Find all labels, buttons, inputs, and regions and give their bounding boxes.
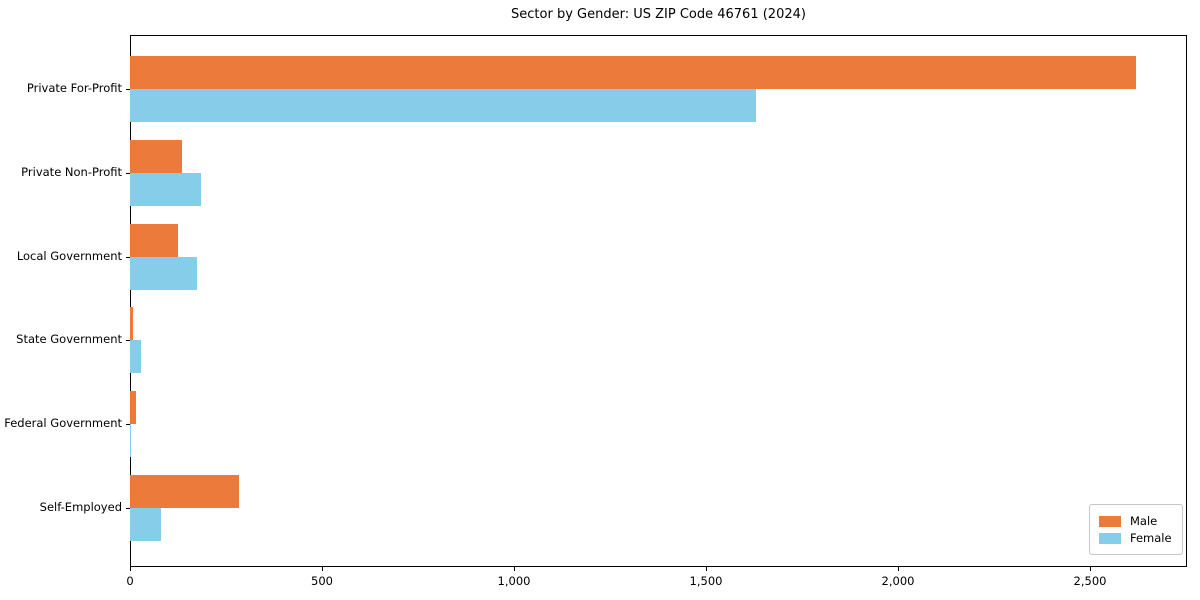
x-tick-mark: [322, 567, 323, 571]
bar-female-private-for-profit: [130, 89, 756, 122]
x-tick-mark: [898, 567, 899, 571]
x-tick-mark: [514, 567, 515, 571]
bar-female-local-government: [130, 256, 198, 290]
x-tick-mark: [706, 567, 707, 571]
legend-item-female: Female: [1099, 531, 1172, 545]
x-tick-label: 2,000: [881, 574, 915, 588]
legend-swatch-male: [1099, 515, 1121, 527]
plot-area: [130, 35, 1187, 567]
y-tick-mark: [126, 340, 130, 342]
x-tick-label: 2,500: [1073, 574, 1107, 588]
y-tick-mark: [126, 508, 130, 509]
legend-swatch-female: [1099, 532, 1121, 544]
bar-male-private-for-profit: [130, 56, 1137, 89]
x-tick-label: 500: [311, 574, 333, 588]
y-tick-label: Self-Employed: [39, 500, 122, 514]
bar-male-private-non-profit: [130, 139, 182, 173]
legend: Male Female: [1089, 504, 1183, 555]
y-tick-label: Private For-Profit: [26, 81, 122, 95]
bar-female-state-government: [130, 340, 141, 374]
bar-female-federal-government: [130, 424, 132, 458]
y-tick-label: Local Government: [16, 248, 122, 263]
x-tick-mark: [1090, 567, 1091, 571]
x-tick-mark: [130, 567, 131, 571]
x-tick-label: 1,500: [689, 574, 723, 588]
x-tick-label: 1,000: [497, 574, 531, 588]
x-tick-label: 0: [126, 574, 134, 588]
legend-label-male: Male: [1130, 514, 1158, 528]
y-tick-label: Federal Government: [4, 416, 122, 431]
bar-male-federal-government: [130, 391, 136, 425]
bar-male-self-employed: [130, 475, 239, 508]
legend-label-female: Female: [1130, 531, 1172, 545]
bar-female-private-non-profit: [130, 172, 202, 206]
y-tick-label: Private Non-Profit: [21, 164, 122, 179]
y-tick-mark: [126, 172, 130, 174]
y-tick-mark: [126, 424, 130, 426]
y-tick-label: State Government: [16, 332, 122, 347]
chart-title: Sector by Gender: US ZIP Code 46761 (202…: [511, 7, 806, 22]
bar-male-local-government: [130, 223, 178, 257]
y-tick-mark: [126, 89, 130, 90]
bar-male-state-government: [130, 307, 134, 341]
y-tick-mark: [126, 256, 130, 258]
legend-item-male: Male: [1099, 514, 1172, 528]
bar-female-self-employed: [130, 508, 161, 541]
